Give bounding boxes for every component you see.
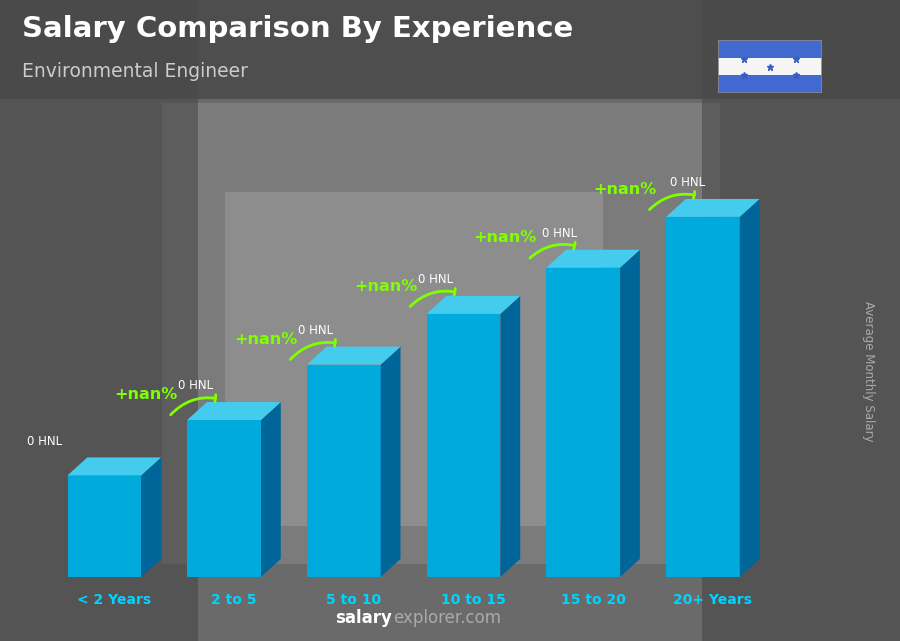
Text: 0 HNL: 0 HNL [670,176,706,189]
Bar [718,40,822,58]
Text: explorer.com: explorer.com [393,609,501,627]
Text: 20+ Years: 20+ Years [673,593,752,607]
Polygon shape [141,458,161,577]
Bar [0,0,900,99]
Bar [702,0,900,641]
Bar [718,76,822,93]
Text: 0 HNL: 0 HNL [298,324,333,337]
Polygon shape [187,402,281,420]
Polygon shape [546,250,640,268]
Text: 0 HNL: 0 HNL [27,435,62,448]
Text: Average Monthly Salary: Average Monthly Salary [862,301,875,442]
Polygon shape [666,217,740,577]
Text: +nan%: +nan% [234,331,298,347]
Text: 2 to 5: 2 to 5 [212,593,256,607]
Polygon shape [666,199,760,217]
Polygon shape [68,458,161,476]
Text: +nan%: +nan% [354,278,418,294]
Text: 5 to 10: 5 to 10 [326,593,382,607]
Text: 0 HNL: 0 HNL [178,379,213,392]
Text: +nan%: +nan% [473,230,537,245]
Text: 15 to 20: 15 to 20 [561,593,626,607]
Text: Environmental Engineer: Environmental Engineer [22,62,248,81]
Bar [718,58,822,76]
Polygon shape [187,420,261,577]
Polygon shape [68,476,141,577]
Text: Salary Comparison By Experience: Salary Comparison By Experience [22,15,574,43]
Bar [0,0,198,641]
Polygon shape [620,250,640,577]
Polygon shape [427,314,500,577]
Text: 0 HNL: 0 HNL [418,273,453,287]
Text: 0 HNL: 0 HNL [542,227,577,240]
Text: +nan%: +nan% [593,181,657,197]
Text: +nan%: +nan% [114,387,178,402]
Bar [225,192,603,526]
Polygon shape [381,347,400,577]
Polygon shape [500,296,520,577]
Polygon shape [740,199,760,577]
Polygon shape [427,296,520,314]
Text: < 2 Years: < 2 Years [77,593,151,607]
Text: 10 to 15: 10 to 15 [441,593,506,607]
Polygon shape [307,365,381,577]
Text: salary: salary [335,609,392,627]
Bar [162,103,720,564]
Polygon shape [261,402,281,577]
Polygon shape [546,268,620,577]
Polygon shape [307,347,400,365]
